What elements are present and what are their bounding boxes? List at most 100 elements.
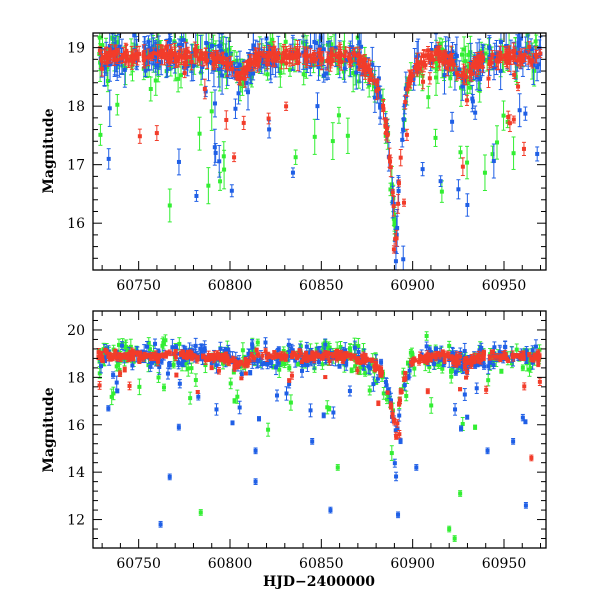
red-data-point (533, 46, 538, 64)
red-data-point (126, 351, 131, 357)
blue-data-point (106, 405, 111, 412)
red-data-point (146, 48, 151, 67)
green-data-point (193, 373, 198, 387)
x-tick-label: 60850 (299, 556, 344, 572)
red-data-point (335, 349, 340, 358)
blue-data-point (214, 403, 219, 416)
red-data-point (342, 49, 347, 63)
red-data-point (162, 49, 167, 66)
blue-data-point (485, 447, 490, 455)
blue-data-point (371, 376, 376, 392)
green-data-point (255, 338, 260, 347)
red-data-point (472, 56, 477, 76)
red-data-point (490, 349, 495, 354)
red-data-point (340, 352, 345, 358)
red-data-point (236, 74, 241, 82)
red-data-point (366, 58, 371, 75)
green-data-point (520, 364, 525, 372)
red-data-point (494, 54, 499, 67)
red-data-point (246, 358, 251, 363)
green-data-point (206, 167, 211, 205)
red-data-point (260, 50, 265, 58)
red-data-point (442, 357, 447, 364)
red-data-point (143, 354, 148, 359)
red-data-point (325, 51, 330, 71)
red-data-point (347, 52, 352, 63)
red-data-point (180, 351, 185, 357)
red-data-point (337, 56, 342, 68)
red-data-point (516, 82, 521, 92)
red-data-point (498, 50, 503, 61)
red-data-point (456, 359, 461, 366)
blue-data-point (132, 33, 137, 50)
red-data-point (376, 400, 381, 407)
green-data-point (458, 145, 463, 159)
x-tick-label: 60750 (116, 556, 161, 572)
red-data-point (484, 385, 489, 394)
green-data-point (501, 100, 506, 131)
blue-data-point (347, 385, 352, 397)
red-data-point (189, 53, 194, 71)
red-data-point (295, 43, 300, 64)
blue-data-point (396, 511, 401, 519)
blue-data-point (300, 364, 305, 378)
red-data-point (273, 354, 278, 360)
blue-data-point (213, 143, 218, 163)
green-data-point (167, 188, 172, 223)
blue-data-point (106, 148, 111, 170)
red-data-point (537, 377, 542, 387)
blue-data-point (465, 193, 470, 217)
red-data-point (421, 53, 426, 73)
blue-data-point (107, 89, 112, 127)
blue-data-point (263, 337, 268, 348)
red-data-point (448, 57, 453, 72)
red-data-point (266, 44, 271, 62)
red-data-point (225, 357, 230, 363)
red-data-point (296, 354, 301, 359)
red-data-point (476, 358, 481, 364)
blue-data-point (274, 389, 279, 402)
red-data-point (211, 58, 216, 71)
red-data-point (142, 50, 147, 68)
y-tick-label: 14 (67, 465, 85, 481)
red-data-point (232, 152, 237, 163)
red-data-point (127, 381, 132, 391)
red-data-point (362, 60, 367, 72)
red-data-point (367, 357, 372, 362)
blue-data-point (337, 363, 342, 369)
blue-data-point (176, 148, 181, 176)
red-data-point (537, 352, 542, 360)
y-tick-label: 16 (67, 418, 85, 434)
red-data-point (284, 57, 289, 70)
green-data-point (232, 398, 237, 404)
blue-data-point (331, 406, 336, 419)
green-data-point (222, 149, 227, 190)
red-data-point (154, 125, 159, 142)
red-data-point (252, 56, 257, 68)
red-data-point (536, 361, 541, 368)
blue-data-point (517, 93, 522, 128)
red-data-point (174, 372, 179, 378)
red-data-point (458, 387, 463, 392)
y-tick-label: 20 (67, 323, 85, 339)
red-data-point (363, 353, 368, 360)
red-data-point (385, 390, 390, 395)
green-data-point (335, 464, 340, 471)
blue-data-point (194, 190, 199, 202)
red-data-point (404, 128, 409, 141)
red-data-point (397, 429, 402, 439)
red-data-point (538, 48, 543, 59)
red-data-point (527, 352, 532, 358)
blue-data-point (491, 143, 496, 179)
red-data-point (391, 195, 396, 217)
red-data-point (397, 396, 402, 405)
green-data-point (404, 390, 409, 402)
red-data-point (464, 68, 469, 86)
green-data-point (452, 535, 457, 542)
blue-data-point (383, 377, 388, 387)
blue-data-point (111, 371, 116, 379)
red-data-point (185, 48, 190, 66)
red-data-point (97, 381, 102, 390)
blue-data-point (523, 501, 528, 509)
red-data-point (265, 59, 270, 70)
